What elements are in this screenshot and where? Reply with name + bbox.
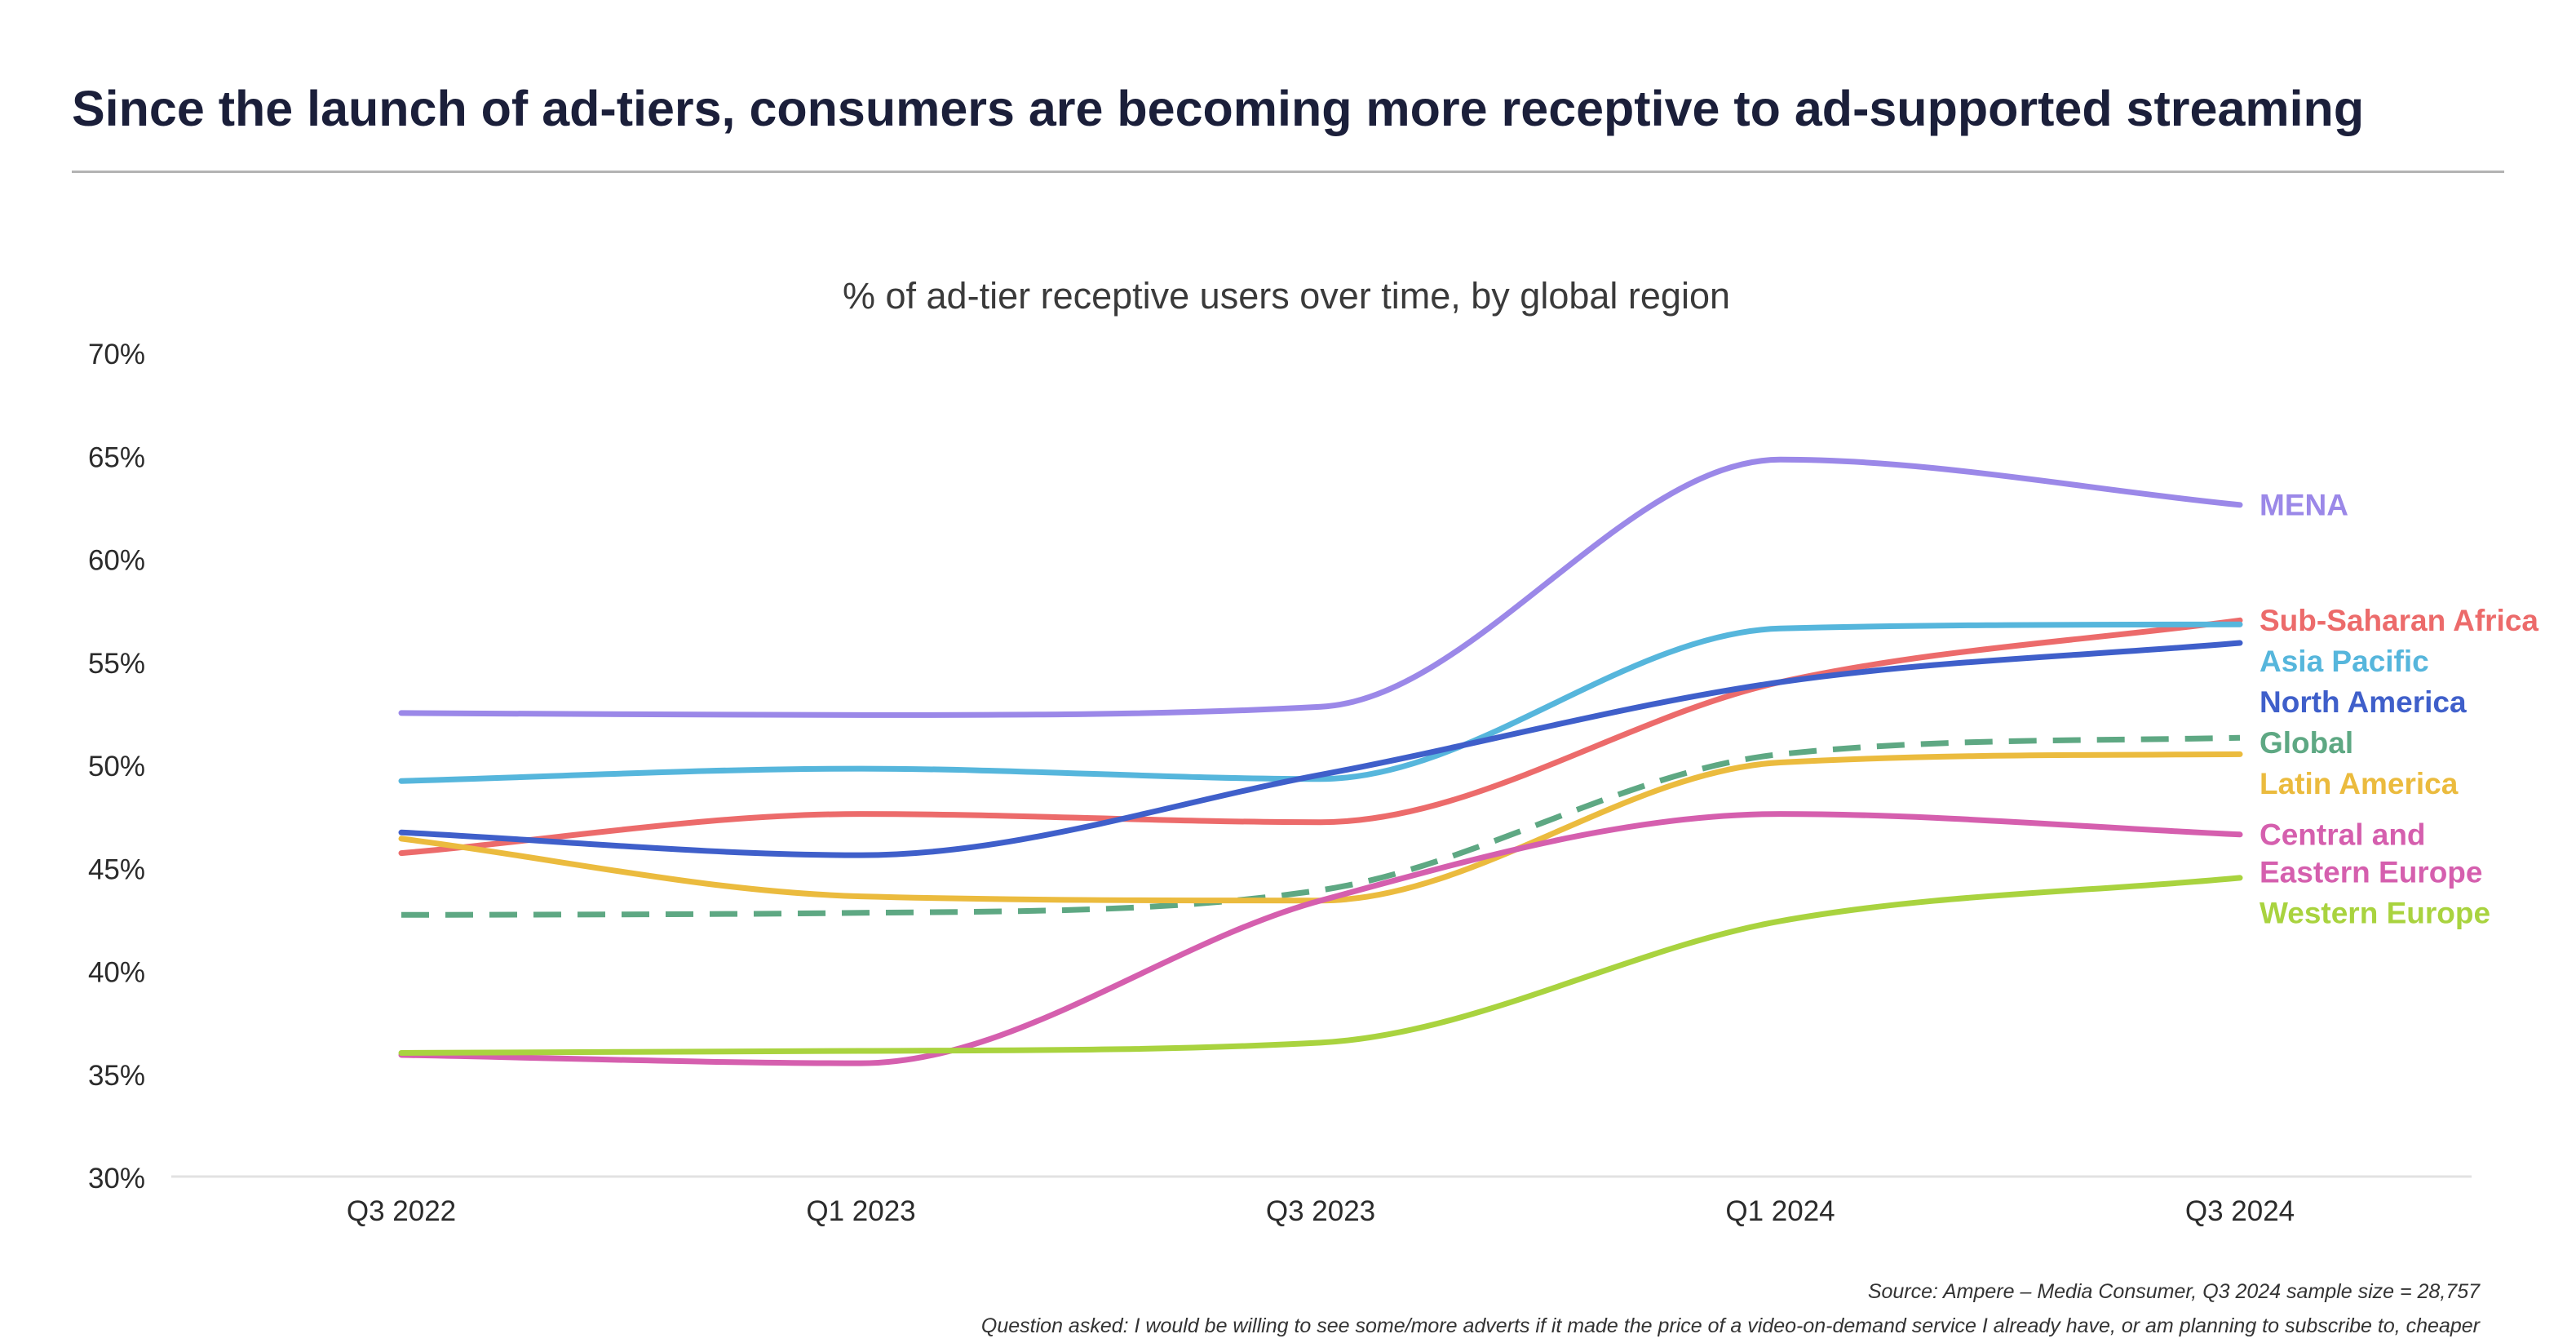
source-note: Source: Ampere – Media Consumer, Q3 2024…: [1867, 1280, 2480, 1303]
footer-notes: Source: Ampere – Media Consumer, Q3 2024…: [981, 1274, 2480, 1343]
x-axis: Q3 2022 Q1 2023 Q3 2023 Q1 2024 Q3 2024: [347, 1195, 2295, 1227]
chart-title: % of ad-tier receptive users over time, …: [843, 275, 1730, 317]
page-headline: Since the launch of ad-tiers, consumers …: [72, 81, 2365, 136]
series-line-north-america: [398, 640, 2243, 858]
y-tick-label: 60%: [88, 545, 145, 577]
y-tick-label: 55%: [88, 648, 145, 680]
series-label-sub-saharan-africa: Sub-Saharan Africa: [2260, 604, 2538, 637]
x-tick-label: Q3 2022: [347, 1195, 456, 1227]
series-label-central-and-eastern-europe: Central and: [2260, 818, 2426, 852]
series-lines: [398, 456, 2243, 1066]
series-label-north-america: North America: [2260, 685, 2467, 719]
y-tick-label: 40%: [88, 957, 145, 989]
series-line-global: [401, 734, 2241, 918]
y-tick-label: 45%: [88, 853, 145, 885]
series-label-asia-pacific: Asia Pacific: [2260, 645, 2429, 678]
series-line-western-europe: [398, 875, 2243, 1056]
question-note: Question asked: I would be willing to se…: [980, 1314, 2480, 1337]
series-line-sub-saharan-africa: [398, 617, 2243, 857]
series-label-mena: MENA: [2260, 489, 2348, 522]
x-tick-label: Q3 2023: [1266, 1195, 1375, 1227]
series-line-asia-pacific: [398, 621, 2243, 784]
x-tick-label: Q1 2023: [806, 1195, 915, 1227]
y-tick-label: 50%: [88, 751, 145, 782]
x-tick-label: Q1 2024: [1725, 1195, 1835, 1227]
x-tick-label: Q3 2024: [2185, 1195, 2295, 1227]
y-tick-label: 30%: [88, 1163, 145, 1195]
y-tick-label: 35%: [88, 1060, 145, 1092]
series-line-mena: [398, 456, 2243, 718]
series-label-western-europe: Western Europe: [2260, 897, 2490, 930]
series-labels: MENA Sub-Saharan Africa Asia Pacific North …: [2260, 489, 2538, 930]
series-label-latin-america: Latin America: [2260, 767, 2459, 800]
y-tick-label: 70%: [88, 339, 145, 370]
y-tick-label: 65%: [88, 441, 145, 473]
y-axis: 30% 35% 40% 45% 50% 55% 60% 65% 70%: [88, 339, 145, 1195]
series-label-central-and-eastern-europe: Eastern Europe: [2260, 856, 2482, 889]
headline-divider: [72, 171, 2504, 173]
series-label-global: Global: [2260, 726, 2353, 760]
series-line-central-and-eastern-europe: [398, 811, 2243, 1066]
